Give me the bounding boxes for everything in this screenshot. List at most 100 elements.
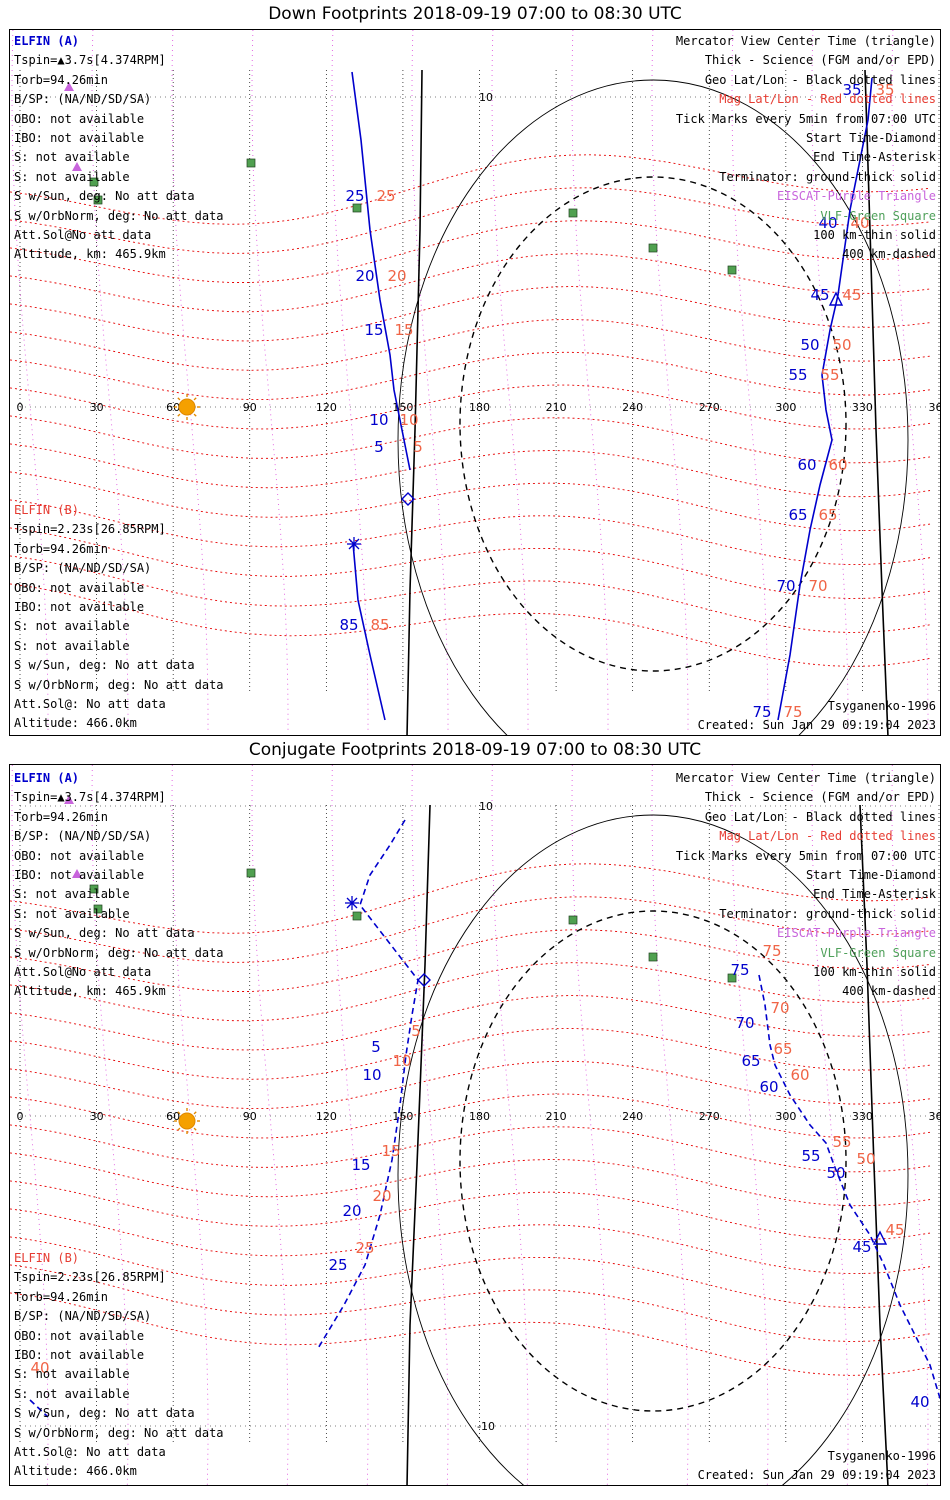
mag-lon-gridline <box>571 30 609 730</box>
legend-line: Mag Lat/Lon - Red dotted lines <box>719 829 936 844</box>
elfin-b-info-line: Tspin=2.23s[26.85RPM] <box>14 1270 166 1285</box>
elfin-b-info: ELFIN (B) Tspin=2.23s[26.85RPM] Torb=94.… <box>14 501 224 734</box>
legend-line: Start Time-Diamond <box>805 867 936 882</box>
mag-lat-gridline <box>10 1236 931 1308</box>
elfin-a-info-line: IBO: not available <box>14 867 145 882</box>
x-tick-label: 60 <box>166 401 180 414</box>
created-timestamp: Created: Sun Jan 29 09:19:04 2023 <box>697 718 936 732</box>
sun-icon <box>178 1112 196 1130</box>
vlf-square-icon <box>648 243 658 253</box>
mag-lat-gridline <box>10 863 931 934</box>
terminator-line <box>406 69 423 735</box>
elfin-b-tick-label: 5 <box>413 438 423 456</box>
elfin-b-info-line: Att.Sol@: No att data <box>14 1444 166 1459</box>
mag-lat-gridline <box>10 443 931 498</box>
elfin-b-tick-label: 25 <box>376 187 395 205</box>
elfin-b-info-line: OBO: not available <box>14 580 145 595</box>
elfin-b-info-line: Altitude: 466.0km <box>14 1464 137 1479</box>
elfin-b-info-line: OBO: not available <box>14 1328 145 1343</box>
mag-lon-gridline <box>491 765 529 1485</box>
elfin-a-info: ELFIN (A) Tspin=▲3.7s[4.374RPM] Torb=94.… <box>14 769 224 1002</box>
eiscat-triangle-icon <box>64 82 74 91</box>
x-tick-label: 0 <box>17 401 24 414</box>
elfin-a-info: ELFIN (A) Tspin=▲3.7s[4.374RPM] Torb=94.… <box>14 32 224 265</box>
elfin-a-info-line: S w/Sun, deg: No att data <box>14 189 195 204</box>
elfin-b-tick-label: 20 <box>372 1187 391 1205</box>
elfin-b-tick-label: 65 <box>773 1040 792 1058</box>
sun-ray <box>177 413 181 417</box>
y-tick-label: 10 <box>479 800 493 813</box>
legend-line: VLF-Green Square <box>820 945 936 960</box>
elfin-b-info-line: B/SP: (NA/ND/SD/SA) <box>14 561 152 576</box>
mag-lon-gridline <box>251 765 289 1485</box>
elfin-b-tick-label: 55 <box>820 366 839 384</box>
mag-lon-gridline <box>731 30 769 730</box>
mag-lon-gridline <box>571 765 609 1485</box>
elfin-b-info-line: Tspin=2.23s[26.85RPM] <box>14 522 166 537</box>
legend-line: Tick Marks every 5min from 07:00 UTC <box>675 848 936 863</box>
mag-lat-gridline <box>10 286 931 342</box>
footprint-100km-solid <box>397 814 909 1485</box>
mag-lat-gridline <box>10 471 931 532</box>
x-tick-label: 90 <box>243 401 257 414</box>
start-time-diamond <box>417 973 431 987</box>
elfin-b-tick-label: 5 <box>411 1022 421 1040</box>
elfin-a-info-line: S: not available <box>14 906 130 921</box>
elfin-a-tick-label: 75 <box>730 961 749 979</box>
elfin-b-info-line: Torb=94.26min <box>14 1289 108 1304</box>
elfin-a-tick-label: 5 <box>371 1038 381 1056</box>
legend-line: Start Time-Diamond <box>805 130 936 145</box>
vlf-square-icon <box>648 952 658 962</box>
elfin-a-tick-label: 55 <box>788 366 807 384</box>
elfin-b-tick-label: 75 <box>783 703 802 721</box>
elfin-a-tick-label: 45 <box>852 1238 871 1256</box>
footprint-100km-solid <box>397 79 909 735</box>
down-footprints-panel: 0306090120150180210240270300330360102520… <box>9 29 941 736</box>
elfin-a-info-line: S w/OrbNorm, deg: No att data <box>14 208 224 223</box>
vlf-square-icon <box>352 911 362 921</box>
elfin-b-tick-label: 10 <box>392 1052 411 1070</box>
panel2-title: Conjugate Footprints 2018-09-19 07:00 to… <box>248 740 702 760</box>
terminator-line <box>859 804 889 1485</box>
mag-lat-gridline <box>10 220 931 283</box>
elfin-a-tick-label: 85 <box>339 616 358 634</box>
elfin-a-tick-label: 50 <box>826 1164 845 1182</box>
mag-lat-gridline <box>10 1124 931 1173</box>
elfin-a-info-line: Altitude, km: 465.9km <box>14 247 166 262</box>
vlf-square-icon <box>727 265 737 275</box>
elfin-a-tick-label: 65 <box>741 1052 760 1070</box>
elfin-a-info-line: OBO: not available <box>14 848 145 863</box>
elfin-track-line <box>29 1399 49 1418</box>
elfin-track-line <box>316 819 419 1351</box>
vlf-square-icon <box>93 904 103 914</box>
mag-lon-gridline <box>891 765 929 1485</box>
elfin-b-info-line: S: not available <box>14 619 130 634</box>
mag-lon-gridline <box>331 765 369 1485</box>
elfin-a-tick-label: 70 <box>735 1014 754 1032</box>
elfin-a-tick-label: 40 <box>818 214 837 232</box>
elfin-b-tick-label: 60 <box>790 1066 809 1084</box>
elfin-a-info-line: IBO: not available <box>14 130 145 145</box>
x-tick-label: 270 <box>699 1110 720 1123</box>
elfin-a-tick-label: 50 <box>800 336 819 354</box>
x-tick-label: 210 <box>546 1110 567 1123</box>
elfin-b-tick-label: 45 <box>885 1221 904 1239</box>
elfin-b-tick-label: 75 <box>762 942 781 960</box>
model-label: Tsyganenko-1996 <box>827 1449 936 1463</box>
elfin-b-info-line: S: not available <box>14 638 130 653</box>
sun-ray <box>193 1111 197 1115</box>
mag-lat-gridline <box>10 1208 931 1275</box>
mag-lon-gridline <box>251 30 289 730</box>
legend-line: 400 km-dashed <box>842 984 936 999</box>
elfin-b-info-line: S w/OrbNorm, deg: No att data <box>14 1425 224 1440</box>
footprint-400km-dashed <box>459 910 847 1412</box>
elfin-a-info-line: S: not available <box>14 150 130 165</box>
mag-lon-gridline <box>411 30 449 730</box>
elfin-b-tick-label: 55 <box>832 1133 851 1151</box>
mag-lat-gridline <box>10 154 931 225</box>
mag-lat-gridline <box>10 527 931 599</box>
elfin-b-tick-label: 45 <box>842 286 861 304</box>
elfin-track-line <box>351 71 411 471</box>
elfin-b-info-line: IBO: not available <box>14 1347 145 1362</box>
legend-line: End Time-Asterisk <box>813 150 936 165</box>
